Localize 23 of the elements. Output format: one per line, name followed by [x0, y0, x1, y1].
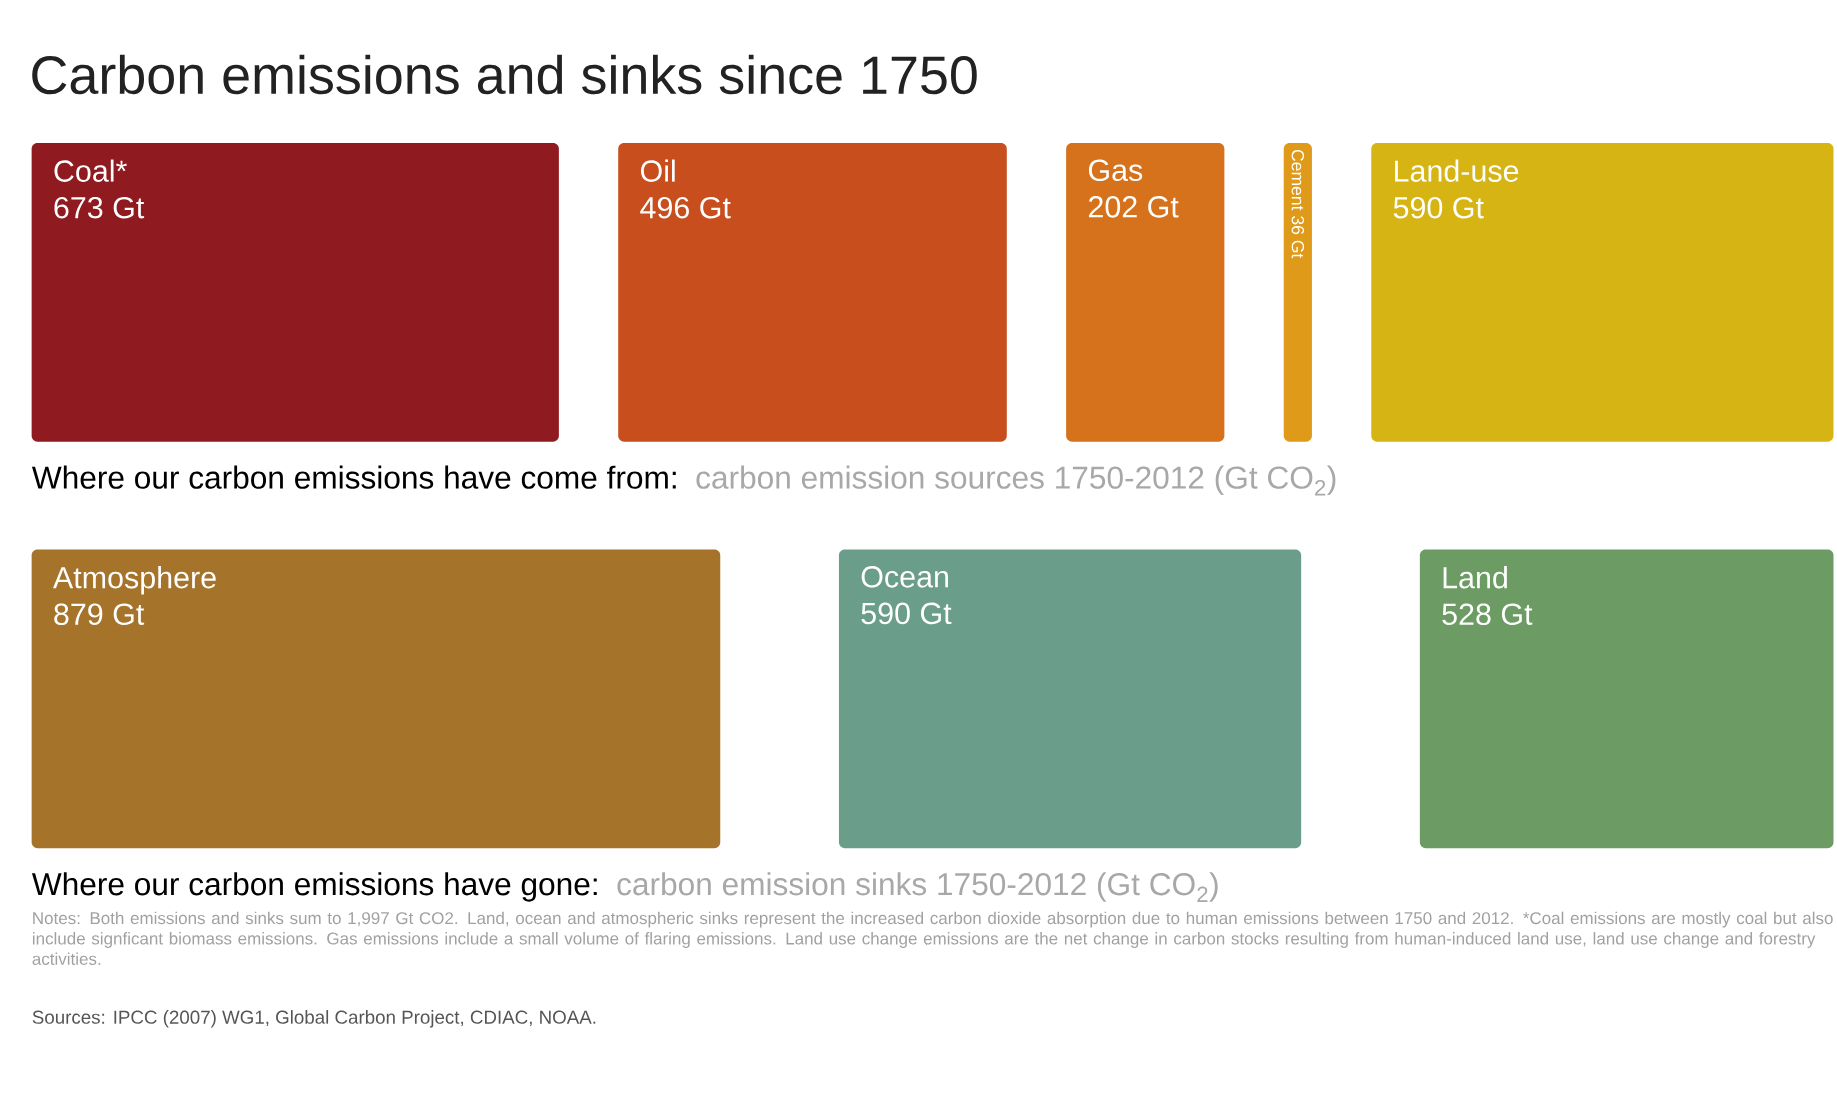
text: Carbon emissions and sinks since 1750 — [32, 54, 977, 95]
text: carbon emission sinks 1750-2012 (Gt CO$_{2}$) — [617, 872, 1218, 902]
data-label: 202 Gt — [1088, 196, 1179, 218]
text: Notes: Both emissions and sinks sum to 1,997 Gt CO2. Land, ocean and atmospheric sinks represent the increased carbon dioxide absorption due to human emissions between 1750 and 2012. *Coal emissions are mostly coal but also include signficant biomass emissions. Gas emissions include a small volume of flaring emissions. Land use change emissions are the net change in carbon stocks resulting from human-induced land use, land use change and forestry activities. — [32, 911, 1833, 965]
data-label: 528 Gt — [1442, 603, 1533, 625]
data-label: 590 Gt — [1393, 196, 1484, 219]
data-label: 36 Gt — [1291, 216, 1305, 259]
category-label: Coal* — [54, 159, 127, 182]
data-label: 673 Gt — [54, 196, 145, 219]
category-label: Land-use — [1395, 159, 1519, 182]
category-label: Oil — [640, 159, 675, 182]
source-note: Sources: IPCC (2007) WG1, Global Carbon Project, CDIAC, NOAA. — [32, 1010, 596, 1028]
category-label: Land — [1443, 566, 1507, 589]
data-label: 496 Gt — [640, 196, 731, 219]
category-label: Atmosphere — [52, 566, 216, 595]
category-label: Cement — [1291, 149, 1305, 211]
data-label: 879 Gt — [54, 603, 145, 625]
category-label: Gas — [1088, 159, 1143, 182]
text: Where our carbon emissions have come from: — [31, 465, 676, 489]
text: carbon emission sources 1750-2012 (Gt CO$_{2}$) — [696, 465, 1336, 496]
category-label: Ocean — [861, 566, 948, 588]
text: Where our carbon emissions have gone: — [31, 872, 597, 902]
data-label: 590 Gt — [861, 602, 952, 625]
